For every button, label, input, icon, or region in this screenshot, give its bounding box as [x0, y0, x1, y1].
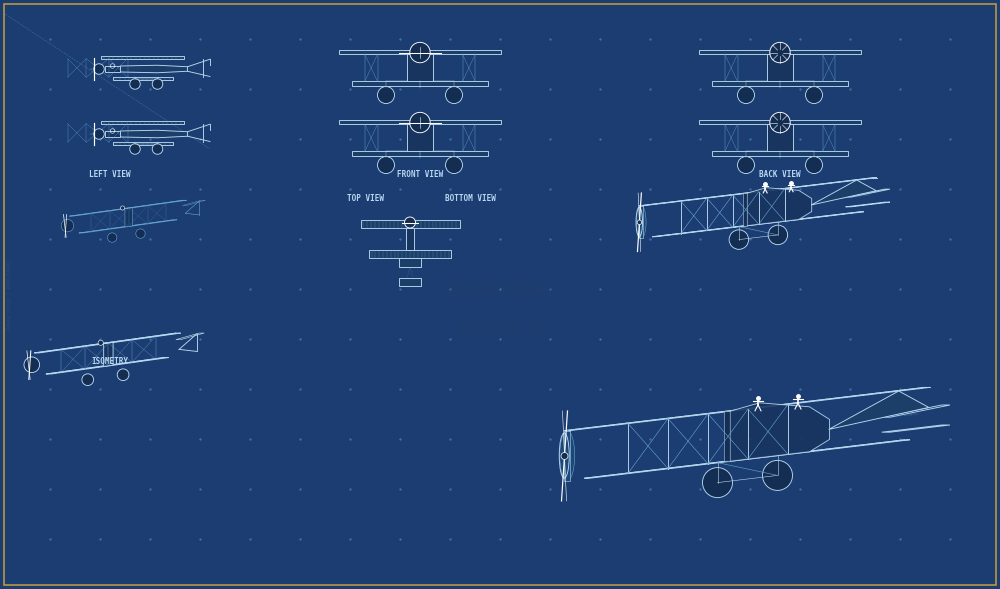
Circle shape: [98, 340, 103, 345]
Circle shape: [120, 206, 125, 210]
Polygon shape: [747, 188, 812, 226]
Polygon shape: [406, 228, 414, 250]
Circle shape: [108, 233, 117, 242]
Polygon shape: [712, 81, 848, 86]
Circle shape: [737, 87, 754, 104]
Polygon shape: [369, 250, 451, 258]
Circle shape: [446, 87, 462, 104]
Polygon shape: [639, 206, 643, 239]
Circle shape: [152, 144, 163, 154]
Ellipse shape: [636, 206, 646, 239]
Circle shape: [136, 229, 145, 239]
Polygon shape: [113, 143, 173, 144]
Polygon shape: [743, 193, 747, 226]
Polygon shape: [564, 388, 930, 431]
Polygon shape: [105, 131, 120, 137]
Polygon shape: [724, 411, 730, 461]
Polygon shape: [846, 189, 890, 197]
Circle shape: [763, 461, 792, 491]
Text: Adobe Stock | #688158403: Adobe Stock | #688158403: [6, 260, 12, 329]
Text: ISOMETRY: ISOMETRY: [92, 357, 129, 366]
Polygon shape: [399, 258, 421, 266]
Circle shape: [446, 157, 462, 174]
Polygon shape: [113, 77, 173, 80]
Polygon shape: [829, 391, 929, 429]
Text: Stock: Stock: [452, 315, 548, 343]
Ellipse shape: [560, 431, 575, 481]
Polygon shape: [102, 342, 113, 343]
Polygon shape: [811, 180, 876, 205]
Polygon shape: [352, 81, 488, 86]
Text: FRONT VIEW: FRONT VIEW: [397, 170, 443, 179]
Polygon shape: [407, 124, 433, 151]
Circle shape: [768, 225, 788, 244]
Circle shape: [152, 79, 163, 90]
Polygon shape: [120, 65, 188, 73]
Circle shape: [410, 112, 430, 133]
Text: BOTTOM VIEW: BOTTOM VIEW: [445, 194, 495, 203]
Circle shape: [806, 157, 822, 174]
Polygon shape: [407, 54, 433, 81]
Polygon shape: [101, 57, 184, 58]
Polygon shape: [34, 333, 181, 353]
Circle shape: [410, 42, 430, 63]
Polygon shape: [699, 50, 861, 54]
Polygon shape: [79, 220, 177, 233]
Circle shape: [702, 468, 732, 498]
Polygon shape: [46, 358, 169, 374]
Polygon shape: [767, 54, 793, 81]
Circle shape: [94, 129, 104, 139]
Polygon shape: [125, 208, 132, 227]
Circle shape: [130, 144, 140, 154]
Circle shape: [82, 374, 94, 386]
Text: Adobe: Adobe: [446, 274, 554, 303]
Circle shape: [770, 42, 790, 63]
Circle shape: [117, 369, 129, 380]
Polygon shape: [124, 208, 132, 209]
Polygon shape: [352, 151, 488, 155]
Polygon shape: [70, 200, 187, 216]
Text: BACK VIEW: BACK VIEW: [759, 170, 801, 179]
Circle shape: [405, 217, 416, 228]
Circle shape: [737, 157, 754, 174]
Polygon shape: [652, 212, 864, 237]
Circle shape: [806, 87, 822, 104]
Text: LEFT VIEW: LEFT VIEW: [89, 170, 131, 179]
Polygon shape: [183, 200, 205, 206]
Circle shape: [24, 357, 40, 373]
Circle shape: [94, 64, 104, 74]
Text: TOP VIEW: TOP VIEW: [347, 194, 384, 203]
Circle shape: [61, 219, 74, 232]
Polygon shape: [730, 403, 830, 461]
Polygon shape: [564, 431, 570, 481]
Polygon shape: [339, 120, 501, 124]
Polygon shape: [104, 342, 113, 366]
Polygon shape: [120, 130, 188, 138]
Circle shape: [637, 220, 642, 224]
Circle shape: [770, 112, 790, 133]
Polygon shape: [846, 202, 890, 207]
Polygon shape: [360, 220, 460, 228]
Circle shape: [378, 157, 395, 174]
Polygon shape: [639, 178, 877, 206]
Polygon shape: [882, 425, 950, 432]
Polygon shape: [399, 277, 421, 286]
Polygon shape: [882, 405, 950, 417]
Polygon shape: [105, 66, 120, 72]
Polygon shape: [176, 333, 204, 340]
Polygon shape: [101, 121, 184, 124]
Circle shape: [561, 452, 568, 459]
Polygon shape: [767, 124, 793, 151]
Polygon shape: [712, 151, 848, 155]
Polygon shape: [339, 50, 501, 54]
Circle shape: [378, 87, 395, 104]
Circle shape: [130, 79, 140, 90]
Polygon shape: [584, 440, 910, 478]
Polygon shape: [699, 120, 861, 124]
Circle shape: [729, 230, 749, 249]
